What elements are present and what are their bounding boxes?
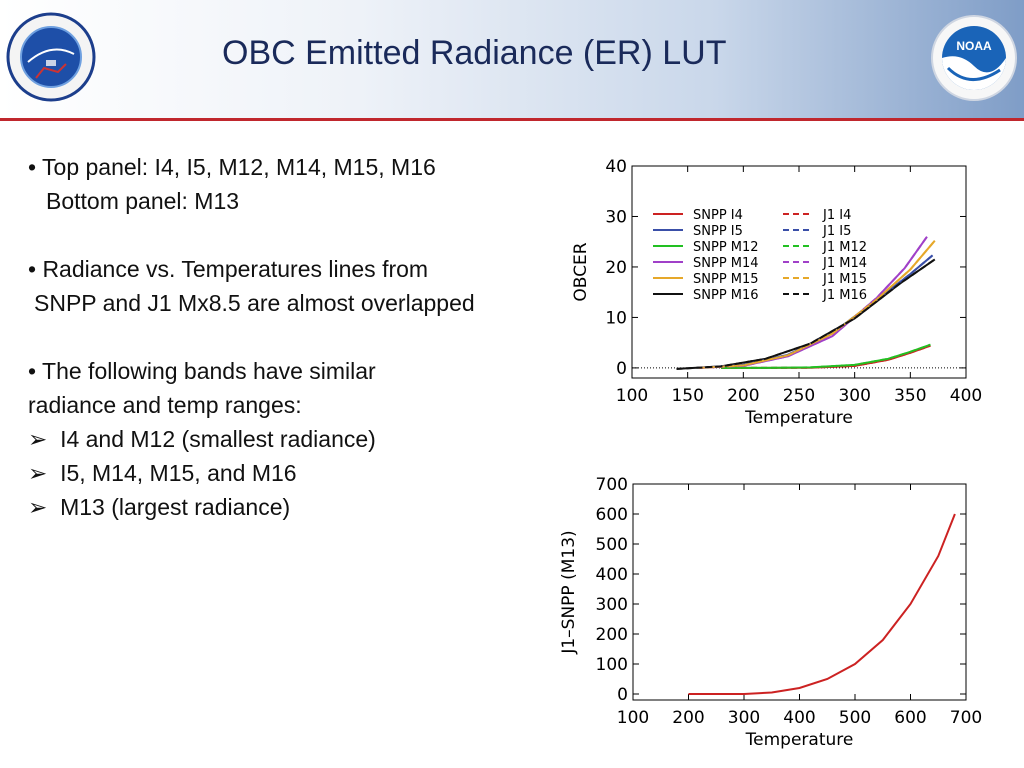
y-tick-label: 500 [596,535,628,555]
y-axis-label: OBCER [571,242,591,301]
sub-bullet-2: ➢ I5, M14, M15, and M16 [28,456,528,490]
x-tick-label: 100 [617,708,649,728]
bottom-panel-chart: 100 200 300 400 500 600 700 0 100 200 300 400 500 600… [559,475,982,750]
sub-bullet-3: ➢ M13 (largest radiance) [28,490,528,524]
y-tick-label: 300 [596,595,628,615]
x-axis-label: Temperature [745,730,854,750]
legend-label: SNPP M15 [693,272,759,287]
bullet-1-line-2: Bottom panel: M13 [46,188,240,214]
x-axis-label: Temperature [744,408,853,428]
y-axis-label: J1–SNPP (M13) [559,530,579,654]
legend-label: J1 I5 [822,224,851,239]
y-tick-label: 0 [616,359,627,379]
x-tick-label: 200 [727,386,759,406]
y-tick-label: 200 [596,625,628,645]
sub-bullet-arrow-icon: ➢ [28,494,48,520]
series-line-j1-m15 [698,240,936,369]
legend-label: SNPP M14 [693,256,759,271]
y-tick-label: 20 [605,258,627,278]
bullet-2-line-2: SNPP and J1 Mx8.5 are almost overlapped [34,290,475,316]
x-tick-label: 300 [838,386,870,406]
bullet-2-line-1: • Radiance vs. Temperatures lines from [28,256,429,282]
bullet-3-line-1: • The following bands have similar [28,358,376,384]
series-line [688,513,956,695]
series-line-j1-m16 [676,258,936,370]
slide-header [0,0,1024,118]
y-tick-label: 600 [596,505,628,525]
legend-label: J1 M16 [822,288,867,303]
bullet-3-line-2: radiance and temp ranges: [28,392,302,418]
legend-label: J1 M14 [822,256,867,271]
sub-bullet-arrow-icon: ➢ [28,426,48,452]
legend-label: SNPP M16 [693,288,759,303]
legend-label: J1 M15 [822,272,867,287]
legend-label: J1 M12 [822,240,867,255]
sub-bullet-arrow-icon: ➢ [28,460,48,486]
series-line-j1-m12 [721,343,931,369]
x-tick-label: 150 [671,386,703,406]
x-tick-label: 300 [728,708,760,728]
noaa-nesdis-star-logo [6,12,96,102]
noaa-logo-text: NOAA [956,39,992,53]
plot-frame [631,165,967,379]
y-tick-label: 400 [596,565,628,585]
x-tick-label: 100 [616,386,648,406]
bullet-1-line-1: • Top panel: I4, I5, M12, M14, M15, M16 [28,154,436,180]
x-tick-label: 600 [894,708,926,728]
x-tick-label: 200 [672,708,704,728]
sub-bullet-1-text: I4 and M12 (smallest radiance) [60,426,376,452]
x-tick-label: 400 [950,386,982,406]
sub-bullet-2-text: I5, M14, M15, and M16 [60,460,297,486]
y-tick-label: 100 [596,655,628,675]
sub-bullet-1: ➢ I4 and M12 (smallest radiance) [28,422,528,456]
legend-label: SNPP M12 [693,240,759,255]
y-tick-label: 40 [605,157,627,177]
y-tick-label: 0 [617,685,628,705]
y-tick-label: 30 [605,207,627,227]
legend-label: J1 I4 [822,208,851,223]
x-tick-label: 500 [839,708,871,728]
plot-frame [632,483,967,701]
top-panel-chart: 100 150 200 250 300 350 400 0 10 20 30 40 Temperatur… [571,157,982,428]
bullet-list: • Top panel: I4, I5, M12, M14, M15, M16 … [28,150,528,524]
x-tick-label: 700 [950,708,982,728]
y-tick-label: 10 [605,308,627,328]
legend-label: SNPP I4 [693,208,743,223]
legend-label: SNPP I5 [693,224,743,239]
slide-title: OBC Emitted Radiance (ER) LUT [222,34,727,72]
x-tick-label: 250 [783,386,815,406]
y-tick-label: 700 [596,475,628,495]
header-divider [0,118,1024,121]
sub-bullet-3-text: M13 (largest radiance) [60,494,291,520]
noaa-logo: NOAA [930,12,1018,104]
x-tick-label: 350 [894,386,926,406]
x-tick-label: 400 [783,708,815,728]
